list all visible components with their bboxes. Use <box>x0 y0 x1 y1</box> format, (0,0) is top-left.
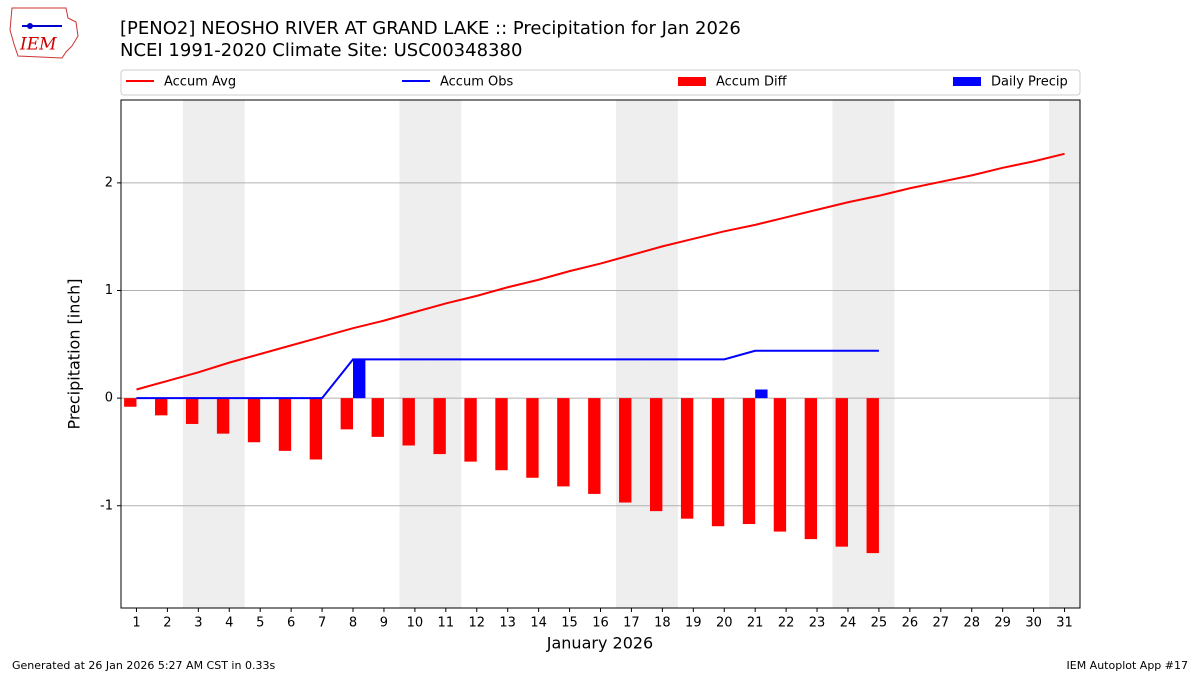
x-tick-label: 28 <box>963 616 980 631</box>
bar <box>526 398 539 478</box>
x-tick-label: 25 <box>871 616 888 631</box>
x-tick-label: 13 <box>499 616 516 631</box>
x-tick-label: 31 <box>1056 616 1073 631</box>
footer-left: Generated at 26 Jan 2026 5:27 AM CST in … <box>12 659 275 672</box>
bar <box>464 398 477 462</box>
y-tick-label: 1 <box>105 283 113 298</box>
bar <box>866 398 879 554</box>
y-axis-label: Precipitation [inch] <box>65 278 84 429</box>
bar <box>804 398 818 540</box>
x-tick-label: 6 <box>287 616 295 631</box>
bar <box>588 398 601 494</box>
bar <box>340 398 354 430</box>
bar <box>619 398 632 503</box>
footer-right: IEM Autoplot App #17 <box>1067 659 1189 672</box>
x-tick-label: 22 <box>778 616 795 631</box>
x-tick-label: 14 <box>530 616 547 631</box>
legend-label: Daily Precip <box>991 75 1068 90</box>
x-tick-label: 1 <box>132 616 140 631</box>
x-tick-label: 18 <box>654 616 671 631</box>
legend-label: Accum Avg <box>164 75 236 90</box>
plot-frame <box>120 99 1081 609</box>
x-tick-label: 21 <box>747 616 764 631</box>
x-tick-label: 16 <box>592 616 609 631</box>
x-tick-label: 24 <box>840 616 857 631</box>
line <box>136 349 879 400</box>
bar <box>124 398 137 407</box>
bar <box>755 389 768 399</box>
x-tick-label: 20 <box>716 616 733 631</box>
x-tick-label: 3 <box>194 616 202 631</box>
bar <box>680 398 694 519</box>
x-tick-label: 30 <box>1025 616 1042 631</box>
plot-area <box>121 100 1080 608</box>
bar <box>155 398 168 416</box>
bar <box>495 398 508 471</box>
weekend-band <box>1049 100 1080 608</box>
x-tick-label: 5 <box>256 616 264 631</box>
x-tick-label: 29 <box>994 616 1011 631</box>
line <box>136 152 1065 391</box>
x-tick-label: 15 <box>561 616 578 631</box>
weekend-band <box>399 100 431 608</box>
bar <box>216 398 230 434</box>
x-tick-label: 11 <box>438 616 455 631</box>
bar <box>353 359 366 399</box>
y-tick-label: 0 <box>105 391 113 406</box>
weekend-band <box>646 100 678 608</box>
bar <box>402 398 415 446</box>
bar <box>649 398 663 512</box>
x-tick-label: 10 <box>407 616 424 631</box>
legend-label: Accum Obs <box>440 75 513 90</box>
bar <box>371 398 384 437</box>
bar <box>557 398 570 487</box>
x-tick-label: 2 <box>163 616 171 631</box>
x-tick-label: 27 <box>933 616 950 631</box>
bar <box>185 398 199 424</box>
x-tick-label: 8 <box>349 616 357 631</box>
bar <box>742 398 756 525</box>
bar <box>247 398 261 443</box>
logo-text: IEM <box>19 35 57 55</box>
legend-swatch <box>678 77 706 86</box>
weekend-band <box>182 100 214 608</box>
bar <box>309 398 323 460</box>
y-tick-label: 2 <box>105 175 113 190</box>
x-axis-label: January 2026 <box>546 634 653 653</box>
legend-swatch <box>953 77 981 86</box>
x-tick-label: 7 <box>318 616 326 631</box>
chart-title: [PENO2] NEOSHO RIVER AT GRAND LAKE :: Pr… <box>120 18 741 39</box>
weekend-band <box>615 100 647 608</box>
x-tick-label: 26 <box>902 616 919 631</box>
weekend-band <box>430 100 462 608</box>
bar <box>773 398 787 532</box>
bar <box>711 398 725 527</box>
logo: IEM <box>9 7 79 59</box>
x-tick-label: 23 <box>809 616 826 631</box>
bar <box>835 398 848 547</box>
y-tick-label: -1 <box>100 498 113 513</box>
chart-subtitle: NCEI 1991-2020 Climate Site: USC00348380 <box>120 40 522 61</box>
x-tick-label: 9 <box>380 616 388 631</box>
bar <box>433 398 446 455</box>
legend-box <box>120 69 1081 96</box>
x-tick-label: 4 <box>225 616 233 631</box>
bar <box>278 398 292 451</box>
legend-label: Accum Diff <box>716 75 788 90</box>
weekend-band <box>213 100 245 608</box>
x-tick-label: 12 <box>468 616 485 631</box>
x-tick-label: 17 <box>623 616 640 631</box>
x-tick-label: 19 <box>685 616 702 631</box>
